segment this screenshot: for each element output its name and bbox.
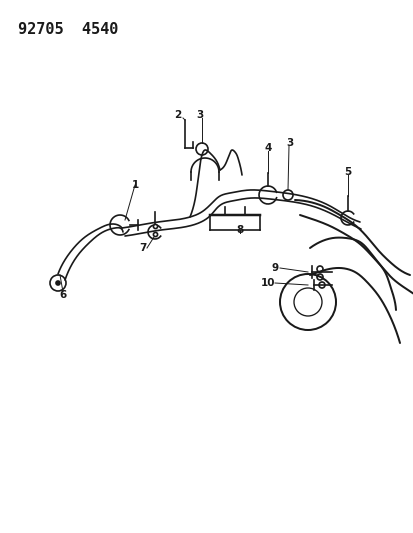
Text: 1: 1 <box>131 180 138 190</box>
Text: 4: 4 <box>263 143 271 153</box>
Text: 7: 7 <box>139 243 146 253</box>
Text: 10: 10 <box>260 278 275 288</box>
Text: 3: 3 <box>196 110 203 120</box>
Text: 6: 6 <box>59 290 66 300</box>
Text: 8: 8 <box>236 225 243 235</box>
Circle shape <box>56 281 60 285</box>
Text: 9: 9 <box>271 263 278 273</box>
Text: 92705  4540: 92705 4540 <box>18 22 118 37</box>
Text: 5: 5 <box>344 167 351 177</box>
Text: 3: 3 <box>286 138 293 148</box>
Text: 2: 2 <box>174 110 181 120</box>
